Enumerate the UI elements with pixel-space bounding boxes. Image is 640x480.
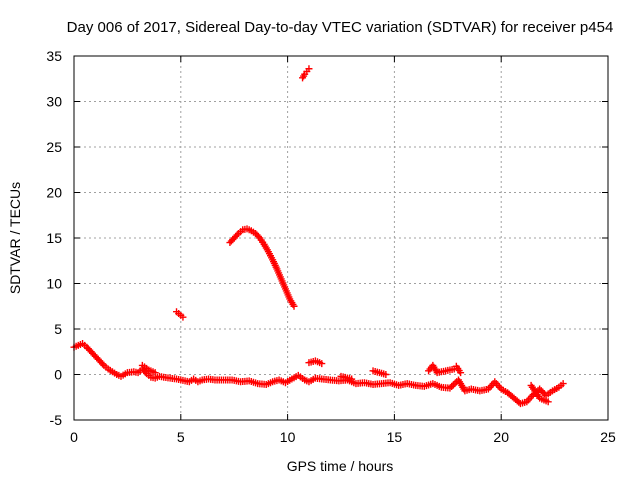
y-tick-label: -5 bbox=[50, 412, 63, 428]
x-tick-label: 5 bbox=[177, 429, 185, 445]
data-point bbox=[457, 369, 465, 377]
data-point bbox=[515, 398, 523, 406]
series-group bbox=[173, 308, 187, 321]
x-tick-label: 15 bbox=[387, 429, 403, 445]
y-tick-label: 20 bbox=[46, 185, 62, 201]
x-tick-label: 10 bbox=[280, 429, 296, 445]
data-point bbox=[537, 387, 545, 395]
chart-title: Day 006 of 2017, Sidereal Day-to-day VTE… bbox=[67, 19, 614, 36]
x-axis-label: GPS time / hours bbox=[287, 458, 394, 474]
y-tick-label: 15 bbox=[46, 230, 62, 246]
series-group bbox=[138, 357, 552, 406]
series-group bbox=[70, 340, 567, 408]
data-point bbox=[539, 388, 547, 396]
data-point bbox=[544, 398, 552, 406]
y-tick-label: 35 bbox=[46, 48, 62, 64]
data-point bbox=[348, 375, 356, 383]
x-tick-label: 25 bbox=[600, 429, 616, 445]
tick-labels: 0 5 10 15 20 25 -5 0 5 10 15 20 25 30 35 bbox=[46, 48, 616, 445]
data-point bbox=[98, 360, 106, 368]
y-tick-label: 10 bbox=[46, 276, 62, 292]
series-group bbox=[226, 225, 298, 310]
data-point bbox=[318, 360, 326, 368]
x-tick-label: 0 bbox=[70, 429, 78, 445]
data-point bbox=[151, 369, 159, 377]
y-tick-label: 5 bbox=[54, 321, 62, 337]
data-point bbox=[254, 232, 262, 240]
x-tick-label: 20 bbox=[493, 429, 509, 445]
data-points bbox=[70, 65, 567, 408]
data-point bbox=[179, 313, 187, 321]
data-point bbox=[448, 383, 456, 391]
data-point bbox=[559, 380, 567, 388]
y-axis-label: SDTVAR / TECUs bbox=[7, 182, 23, 294]
plot-frame bbox=[73, 55, 609, 421]
grid-lines bbox=[74, 56, 608, 420]
data-point bbox=[290, 302, 298, 310]
data-point bbox=[382, 371, 390, 378]
y-tick-label: 0 bbox=[54, 367, 62, 383]
data-point bbox=[536, 385, 544, 393]
data-point bbox=[233, 231, 241, 239]
data-point bbox=[141, 368, 149, 376]
y-tick-label: 30 bbox=[46, 94, 62, 110]
series-group bbox=[299, 65, 313, 82]
data-point bbox=[305, 65, 313, 73]
y-tick-label: 25 bbox=[46, 139, 62, 155]
